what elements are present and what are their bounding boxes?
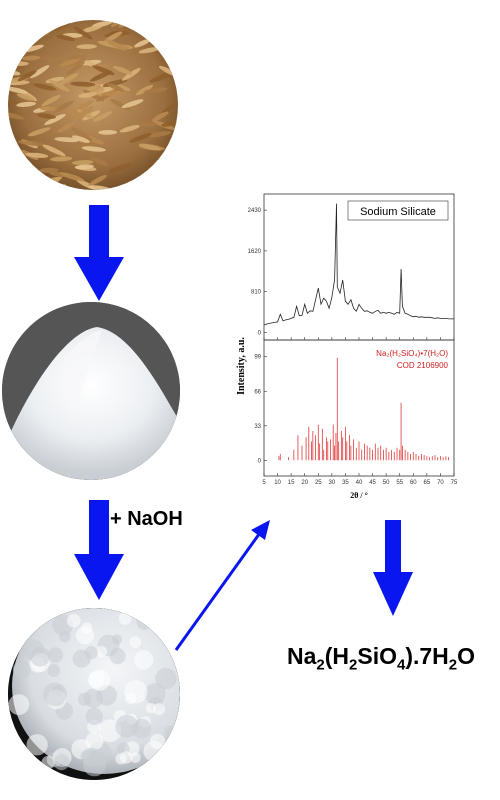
top-y-tick-label: 2430	[248, 208, 262, 214]
reagent-label: + NaOH	[110, 508, 183, 530]
x-tick-label: 45	[369, 480, 376, 486]
x-tick-label: 25	[315, 480, 322, 486]
down-arrow-3	[373, 520, 413, 616]
x-tick-label: 30	[329, 480, 336, 486]
silica-powder-image	[2, 302, 180, 480]
bottom-y-tick-label: 99	[254, 355, 261, 361]
x-tick-label: 75	[451, 480, 458, 486]
x-tick-label: 15	[288, 480, 295, 486]
bottom-y-tick-label: 33	[254, 424, 261, 430]
y-axis-label: Intensity, a.u.	[236, 337, 247, 395]
x-tick-label: 40	[356, 480, 363, 486]
x-tick-label: 20	[301, 480, 308, 486]
product-formula: Na2(H2SiO4).7H2O	[287, 643, 476, 674]
top-y-tick-label: 1620	[248, 249, 262, 255]
sodium-silicate-image	[8, 608, 180, 780]
bottom-y-tick-label: 66	[254, 389, 261, 395]
bottom-panel: 0 33 66 99 5 10 15 20 25 30 35 40 45 50 55 60 65 70 75 Na…	[254, 339, 458, 486]
top-y-tick-label: 810	[251, 290, 262, 296]
x-tick-label: 55	[396, 480, 403, 486]
x-tick-label: 65	[424, 480, 431, 486]
top-legend: Sodium Silicate	[360, 206, 436, 218]
x-tick-label: 10	[274, 480, 281, 486]
x-tick-label: 5	[262, 480, 266, 486]
top-panel: 0 810 1620 2430 Sodium Silicate	[248, 193, 455, 341]
xrd-chart: Intensity, a.u. 0 810 1620 2430 Sodium Sili…	[236, 193, 458, 500]
x-axis-label: 2θ / °	[350, 491, 368, 500]
x-tick-label: 50	[383, 480, 390, 486]
down-arrow-1	[74, 205, 124, 301]
x-tick-label: 60	[410, 480, 417, 486]
bottom-y-tick-label: 0	[258, 458, 262, 464]
sodium-silicate-pattern	[263, 203, 454, 326]
top-y-tick-label: 0	[258, 330, 262, 336]
x-tick-label: 70	[437, 480, 444, 486]
rice-husk-image	[8, 20, 178, 190]
down-arrow-2	[74, 500, 124, 600]
bottom-legend-line-2: COD 2106900	[397, 361, 449, 370]
bottom-legend-line-1: Na₂(H₂SiO₄)•7(H₂O)	[376, 349, 448, 358]
diagonal-arrow	[174, 520, 270, 651]
x-tick-label: 35	[342, 480, 349, 486]
